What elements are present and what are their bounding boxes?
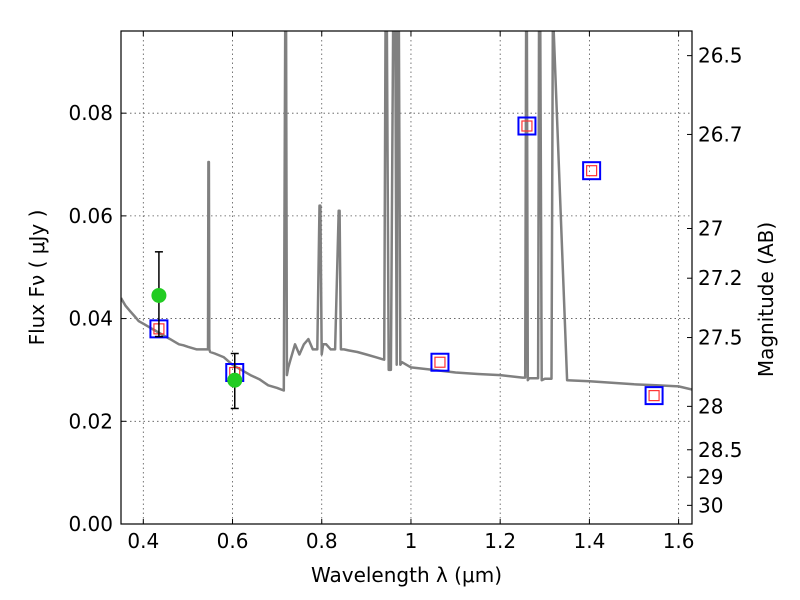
x-tick-label: 0.6 bbox=[217, 529, 249, 553]
model-photometry-box bbox=[517, 116, 537, 136]
x-axis-label: Wavelength λ (μm) bbox=[311, 563, 502, 587]
x-tick-label: 0.8 bbox=[306, 529, 338, 553]
grid bbox=[121, 31, 692, 525]
mag-tick-label: 30 bbox=[698, 493, 723, 517]
y-tick-label: 0.08 bbox=[68, 101, 113, 125]
y-tick-label: 0.06 bbox=[68, 204, 113, 228]
model-spectrum bbox=[121, 31, 692, 392]
y-axis-label: Flux Fν ( μJy ) bbox=[25, 210, 49, 346]
model-photometry-inner bbox=[521, 120, 533, 132]
model-photometry-inner bbox=[648, 390, 660, 402]
mag-tick-label: 28.5 bbox=[698, 438, 743, 462]
y-tick-label: 0.04 bbox=[68, 307, 113, 331]
observed-point bbox=[151, 287, 167, 303]
plot-frame bbox=[120, 30, 693, 525]
ticks: 0.4 0.6 0.8 1 1.2 1.4 1.6 0.00 0.02 0.04 0.06 0.08 2… bbox=[68, 31, 743, 553]
mag-tick-label: 27 bbox=[698, 216, 723, 240]
x-tick-label: 1 bbox=[405, 529, 418, 553]
x-tick-label: 1.4 bbox=[573, 529, 605, 553]
model-photometry-box bbox=[582, 161, 602, 181]
mag-tick-label: 26.7 bbox=[698, 122, 743, 146]
magnitude-axis-label: Magnitude (AB) bbox=[754, 222, 778, 377]
model-spectrum-line bbox=[121, 31, 692, 392]
x-tick-label: 1.2 bbox=[484, 529, 516, 553]
model-photometry-inner bbox=[586, 165, 598, 177]
x-tick-label: 0.4 bbox=[127, 529, 159, 553]
mag-tick-label: 28 bbox=[698, 394, 723, 418]
model-photometry-box bbox=[430, 352, 450, 372]
mag-tick-label: 27.5 bbox=[698, 326, 743, 350]
observed-point bbox=[227, 372, 243, 388]
observed-photometry bbox=[151, 251, 243, 410]
mag-tick-label: 26.5 bbox=[698, 44, 743, 68]
mag-tick-label: 29 bbox=[698, 465, 723, 489]
y-tick-label: 0.02 bbox=[68, 409, 113, 433]
y-tick-label: 0.00 bbox=[68, 512, 113, 536]
model-photometry-box bbox=[644, 386, 664, 406]
x-tick-label: 1.6 bbox=[663, 529, 695, 553]
model-photometry-inner bbox=[434, 356, 446, 368]
mag-tick-label: 27.2 bbox=[698, 266, 743, 290]
